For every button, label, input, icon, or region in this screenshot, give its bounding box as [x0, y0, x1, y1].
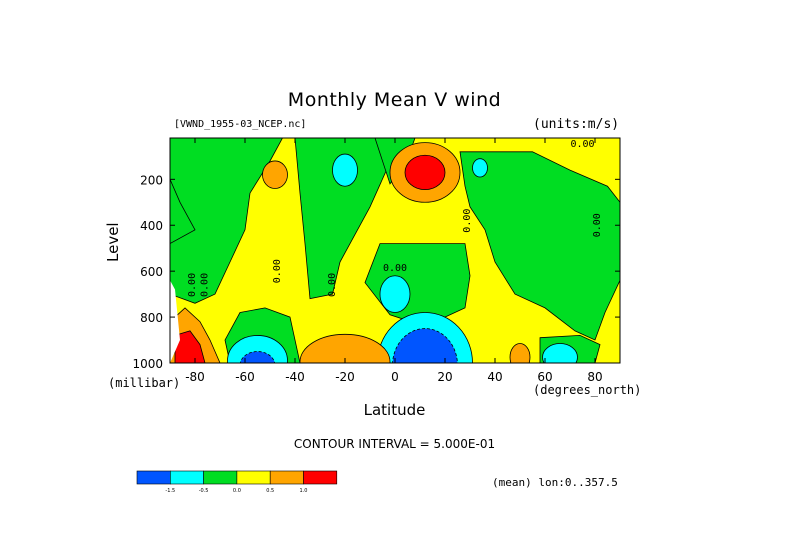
- fill-orange-lowright: [509, 343, 531, 363]
- legend-level-label: 0.0: [233, 488, 241, 494]
- fill-blue-bottom: [392, 328, 458, 363]
- fill-green-left: [170, 138, 283, 304]
- x-tick-label: -40: [285, 370, 305, 384]
- x-tick-label: -20: [335, 370, 355, 384]
- contour-label: 0.00: [187, 273, 198, 297]
- contour-label: 0.00: [200, 273, 211, 297]
- fill-green-right: [459, 151, 620, 341]
- fill-cyan-lowleft: [227, 335, 288, 363]
- mean-longitude-note: (mean) lon:0..357.5: [492, 476, 618, 489]
- legend-level-label: 0.5: [266, 488, 274, 494]
- contour-labels: 0.000.000.000.000.000.00 0.000.00: [187, 139, 603, 297]
- contour-label: 0.00: [592, 213, 603, 237]
- contour-label: 0.00: [570, 139, 594, 150]
- fill-red-lowleft: [174, 330, 206, 363]
- color-legend: -1.5 -0.5 0.0 0.5 1.0: [136, 470, 338, 494]
- y-tick-label: 800: [140, 311, 163, 325]
- fill-orange-bottom: [299, 333, 391, 363]
- legend-level-label: -1.5: [165, 488, 175, 494]
- fill-blue-lowleft: [239, 351, 276, 363]
- x-tick-label: -60: [235, 370, 255, 384]
- y-axis-unit: (millibar): [108, 376, 181, 390]
- x-tick-label: -80: [185, 370, 205, 384]
- legend-swatch: [303, 470, 338, 485]
- contour-label: 0.00: [272, 259, 283, 283]
- legend-swatch: [136, 470, 171, 485]
- units-label: (units:m/s): [533, 117, 620, 132]
- y-tick-label: 600: [140, 265, 163, 279]
- y-tick-label: 1000: [132, 357, 163, 371]
- fill-red-jet: [404, 154, 446, 191]
- legend-swatch: [203, 470, 238, 485]
- fill-cyan-upper: [332, 153, 358, 187]
- fill-cyan-mid: [379, 275, 411, 313]
- legend-level-label: -0.5: [199, 488, 209, 494]
- contour-label: 0.00: [462, 209, 473, 233]
- x-axis-label: Latitude: [363, 401, 426, 419]
- fill-orange-upperleft: [262, 160, 288, 189]
- legend-swatch: [170, 470, 204, 485]
- legend-swatch: [236, 470, 271, 485]
- x-tick-label: 0: [391, 370, 399, 384]
- x-tick-label: 80: [587, 370, 602, 384]
- axes: -80 -60 -40 -20 0 20 40 60 80 200 400 600 800 1000: [132, 138, 620, 384]
- x-axis-unit: (degrees_north): [533, 383, 642, 397]
- legend-level-label: 1.0: [300, 488, 308, 494]
- x-tick-label: 40: [487, 370, 502, 384]
- fill-missing-leftedge: [170, 280, 180, 363]
- legend-swatch: [269, 470, 304, 485]
- chart-title: Monthly Mean V wind: [287, 89, 502, 111]
- dataset-label: [VWND_1955-03_NCEP.nc]: [174, 119, 307, 130]
- y-tick-label: 200: [140, 173, 163, 187]
- fill-green-leftedge: [170, 179, 196, 245]
- x-tick-label: 20: [437, 370, 452, 384]
- contour-fills: [170, 138, 620, 363]
- contour-interval: CONTOUR INTERVAL = 5.000E-01: [293, 437, 496, 451]
- contour-label: 0.00: [383, 263, 407, 274]
- y-tick-label: 400: [140, 219, 163, 233]
- fill-cyan-small: [472, 158, 488, 178]
- x-tick-label: 60: [537, 370, 552, 384]
- contour-label: 0.00: [327, 273, 338, 297]
- fill-cyan-lowright: [542, 343, 578, 363]
